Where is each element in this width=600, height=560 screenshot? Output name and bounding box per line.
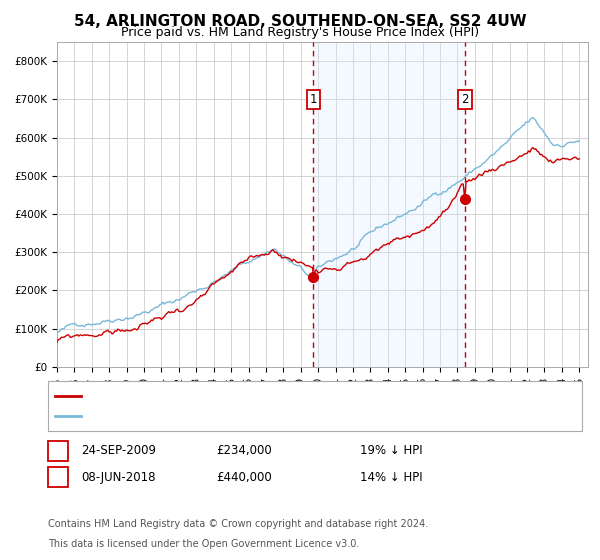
Text: 2: 2 (461, 93, 469, 106)
Text: 54, ARLINGTON ROAD, SOUTHEND-ON-SEA, SS2 4UW (detached house): 54, ARLINGTON ROAD, SOUTHEND-ON-SEA, SS2… (85, 389, 507, 403)
Text: 19% ↓ HPI: 19% ↓ HPI (360, 444, 422, 458)
Text: 2: 2 (54, 470, 62, 484)
Text: 24-SEP-2009: 24-SEP-2009 (81, 444, 156, 458)
Bar (313, 42, 465, 367)
Text: £234,000: £234,000 (216, 444, 272, 458)
Text: 14% ↓ HPI: 14% ↓ HPI (360, 470, 422, 484)
Text: 1: 1 (54, 444, 62, 458)
Text: Contains HM Land Registry data © Crown copyright and database right 2024.: Contains HM Land Registry data © Crown c… (48, 519, 428, 529)
Text: 1: 1 (310, 93, 317, 106)
Text: 54, ARLINGTON ROAD, SOUTHEND-ON-SEA, SS2 4UW: 54, ARLINGTON ROAD, SOUTHEND-ON-SEA, SS2… (74, 14, 526, 29)
Text: 08-JUN-2018: 08-JUN-2018 (81, 470, 155, 484)
Text: HPI: Average price, detached house, Southend-on-Sea: HPI: Average price, detached house, Sout… (85, 409, 406, 423)
Text: This data is licensed under the Open Government Licence v3.0.: This data is licensed under the Open Gov… (48, 539, 359, 549)
Text: £440,000: £440,000 (216, 470, 272, 484)
Text: Price paid vs. HM Land Registry's House Price Index (HPI): Price paid vs. HM Land Registry's House … (121, 26, 479, 39)
